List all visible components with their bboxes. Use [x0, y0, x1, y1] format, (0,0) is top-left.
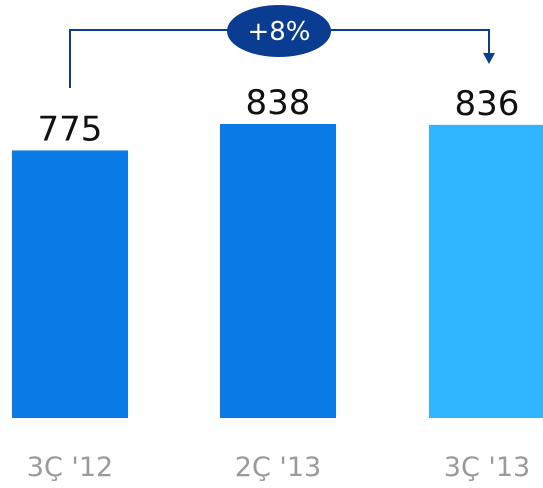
arrow-down-icon: [483, 53, 495, 64]
category-label-3: 3Ç '13: [444, 452, 530, 483]
growth-badge-label: +8%: [247, 17, 310, 47]
value-label-2: 838: [246, 83, 311, 123]
category-label-1: 3Ç '12: [27, 452, 113, 483]
growth-annotation: +8%: [69, 5, 495, 88]
growth-badge: [227, 5, 331, 57]
value-label-3: 836: [455, 84, 520, 124]
bars-group: [12, 124, 543, 418]
category-labels-group: 3Ç '12 2Ç '13 3Ç '13: [27, 452, 530, 483]
bar-2: [220, 124, 336, 418]
bar-1: [12, 150, 128, 418]
category-label-2: 2Ç '13: [235, 452, 321, 483]
value-label-1: 775: [38, 109, 103, 149]
value-labels-group: 775 838 836: [38, 83, 520, 149]
bar-3: [429, 124, 543, 418]
